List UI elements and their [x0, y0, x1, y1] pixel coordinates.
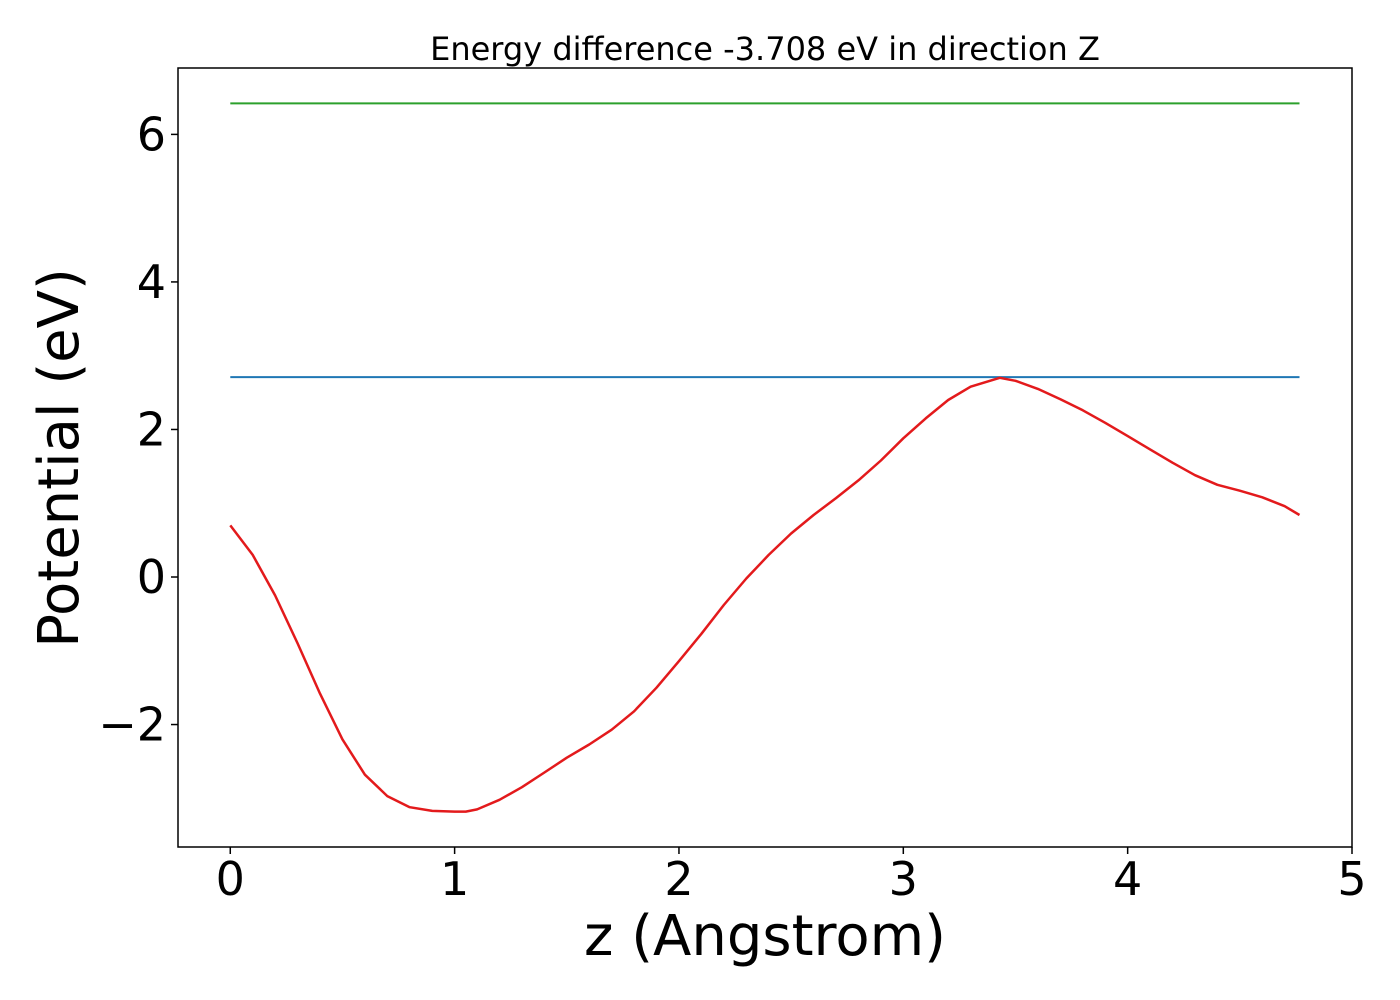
- y-tick-label: 4: [137, 255, 166, 309]
- y-tick-label: 6: [137, 107, 166, 161]
- x-tick-label: 2: [664, 852, 693, 906]
- x-tick-label: 4: [1113, 852, 1142, 906]
- x-tick-label: 5: [1337, 852, 1366, 906]
- plot-frame: [177, 67, 1353, 848]
- chart-title: Energy difference -3.708 eV in direction…: [430, 30, 1100, 68]
- y-axis-label: Potential (eV): [27, 268, 92, 648]
- x-tick-label: 0: [216, 852, 245, 906]
- x-axis-label: z (Angstrom): [584, 904, 946, 969]
- x-tick-label: 1: [440, 852, 469, 906]
- y-tick-label: −2: [98, 698, 166, 752]
- x-tick-label: 3: [889, 852, 918, 906]
- series-line-3: [229, 376, 1301, 813]
- x-axis: 0 1 2 3 4 5: [216, 847, 1367, 906]
- y-tick-label: 0: [137, 550, 166, 604]
- y-tick-label: 2: [137, 402, 166, 456]
- series-layer: [229, 102, 1301, 813]
- y-axis: −2 0 2 4 6: [98, 107, 178, 752]
